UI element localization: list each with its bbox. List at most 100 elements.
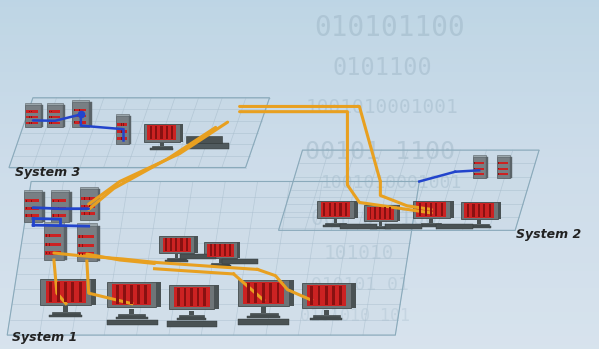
Bar xyxy=(77,223,97,226)
Bar xyxy=(416,202,446,217)
Bar xyxy=(473,157,486,178)
Bar xyxy=(317,200,354,218)
Bar xyxy=(461,201,498,220)
Bar xyxy=(25,214,39,217)
Bar xyxy=(219,244,221,257)
Bar xyxy=(498,201,501,220)
Bar xyxy=(307,285,346,306)
Polygon shape xyxy=(9,98,270,168)
Polygon shape xyxy=(279,150,539,230)
Bar xyxy=(477,221,481,224)
Bar xyxy=(166,126,168,139)
Bar xyxy=(497,157,510,178)
Bar xyxy=(82,235,83,238)
Bar xyxy=(498,162,507,164)
Bar xyxy=(87,244,88,247)
Bar xyxy=(325,286,328,305)
Bar xyxy=(255,283,257,303)
Bar xyxy=(78,244,93,247)
Bar xyxy=(214,285,219,309)
Bar xyxy=(25,105,41,127)
Bar xyxy=(429,220,433,223)
Bar xyxy=(107,282,156,307)
Bar xyxy=(332,286,335,305)
Bar xyxy=(367,207,394,220)
Bar xyxy=(370,207,371,220)
Text: 0101100: 0101100 xyxy=(332,56,432,80)
Bar xyxy=(117,137,127,140)
Bar xyxy=(57,282,59,302)
Bar xyxy=(82,244,83,247)
Bar xyxy=(379,222,382,226)
Bar xyxy=(340,224,377,229)
Bar xyxy=(71,282,74,302)
Text: System 1: System 1 xyxy=(12,331,77,344)
Bar xyxy=(78,252,93,256)
Bar xyxy=(89,102,92,127)
Bar xyxy=(425,203,426,216)
Bar xyxy=(82,253,83,255)
Bar xyxy=(194,236,198,253)
Bar xyxy=(63,105,65,127)
Bar xyxy=(190,288,193,306)
Bar xyxy=(46,243,47,246)
Bar xyxy=(302,283,351,308)
Bar xyxy=(329,203,331,216)
Bar xyxy=(339,286,342,305)
Bar xyxy=(464,203,494,218)
Bar xyxy=(24,192,42,222)
Bar xyxy=(289,280,294,306)
Bar xyxy=(340,203,341,216)
Bar xyxy=(79,253,80,255)
Bar xyxy=(237,242,240,258)
Bar xyxy=(450,200,453,218)
Bar xyxy=(163,238,190,252)
Text: 010101 01: 010101 01 xyxy=(311,276,409,294)
Bar xyxy=(478,204,480,217)
Bar xyxy=(25,103,41,105)
Bar xyxy=(49,315,83,317)
Bar xyxy=(81,205,95,208)
Bar xyxy=(116,317,148,319)
Bar xyxy=(247,283,250,303)
Text: 010101100: 010101100 xyxy=(314,14,465,42)
Bar xyxy=(47,103,63,105)
Bar xyxy=(323,225,347,227)
Bar xyxy=(129,309,134,314)
Bar xyxy=(46,234,60,237)
Bar xyxy=(72,100,89,102)
Bar xyxy=(385,224,422,229)
Bar xyxy=(87,235,88,238)
Bar xyxy=(176,238,177,251)
Bar xyxy=(49,252,50,254)
Bar xyxy=(219,259,222,263)
Bar xyxy=(498,173,507,175)
Bar xyxy=(52,252,53,254)
Bar xyxy=(247,316,280,318)
Bar xyxy=(483,204,485,217)
Bar xyxy=(310,286,313,305)
Bar xyxy=(467,226,491,228)
Bar xyxy=(334,203,336,216)
Bar xyxy=(74,115,86,117)
Bar xyxy=(49,243,50,246)
Bar xyxy=(72,102,89,127)
Bar xyxy=(186,238,187,251)
Bar xyxy=(24,190,42,192)
Bar xyxy=(51,192,69,222)
Text: 101010: 101010 xyxy=(323,244,394,263)
Bar xyxy=(52,214,66,217)
Bar xyxy=(473,155,486,157)
Bar xyxy=(42,192,45,222)
Bar xyxy=(155,126,158,139)
Bar xyxy=(25,199,39,202)
Bar xyxy=(87,253,88,255)
Bar xyxy=(117,130,127,133)
Bar xyxy=(489,204,491,217)
Bar xyxy=(123,285,126,304)
Bar xyxy=(152,146,171,148)
Bar xyxy=(474,168,483,170)
Bar xyxy=(52,234,53,237)
Bar xyxy=(85,244,86,247)
Bar xyxy=(498,168,507,170)
